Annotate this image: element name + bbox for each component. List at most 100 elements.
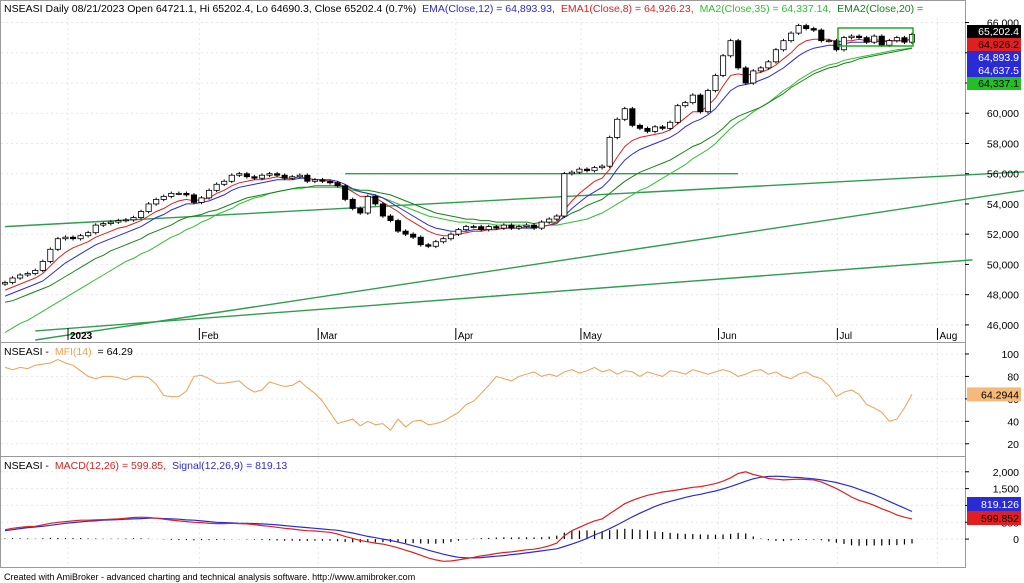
mfi-tick-label: 40 bbox=[1007, 416, 1019, 428]
candle-up bbox=[115, 220, 122, 223]
mfi-tick-label: 100 bbox=[1001, 349, 1019, 361]
candle-up bbox=[213, 183, 220, 191]
candle-up bbox=[667, 121, 674, 129]
price-header-symbol-info: NSEASI bbox=[4, 3, 43, 15]
candle-down bbox=[659, 126, 666, 129]
ema20-line bbox=[4, 47, 913, 303]
candle-up bbox=[689, 94, 696, 104]
mfi-header-value: = 64.29 bbox=[98, 346, 133, 358]
candle-up bbox=[614, 118, 621, 138]
candle-up bbox=[198, 197, 205, 203]
candle-up bbox=[682, 102, 689, 107]
mfi-header-symbol: NSEASI - bbox=[4, 346, 49, 358]
candle-up bbox=[757, 67, 764, 72]
macd-histogram bbox=[4, 528, 913, 546]
candle-down bbox=[387, 215, 394, 221]
candle-up bbox=[727, 40, 734, 57]
mfi-value-label: 64.2944 bbox=[981, 389, 1019, 401]
candle-up bbox=[85, 232, 92, 237]
candle-up bbox=[266, 173, 273, 176]
candle-up bbox=[39, 260, 46, 271]
candle-up bbox=[772, 49, 779, 63]
candle-up bbox=[561, 173, 568, 217]
candle-down bbox=[372, 195, 379, 205]
candle-down bbox=[629, 108, 636, 126]
candle-up bbox=[24, 273, 31, 276]
price-value-label-box bbox=[967, 51, 1021, 64]
candle-up bbox=[848, 35, 855, 39]
candle-up bbox=[750, 70, 757, 84]
candle-up bbox=[485, 226, 492, 231]
price-tick-label: 52,000 bbox=[987, 229, 1019, 241]
candle-up bbox=[795, 25, 802, 34]
candle-down bbox=[508, 224, 515, 229]
month-label: Feb bbox=[201, 331, 219, 342]
candle-up bbox=[168, 192, 175, 197]
price-tick-label: 58,000 bbox=[987, 138, 1019, 150]
price-tick-label: 48,000 bbox=[987, 290, 1019, 302]
price-value-label: 65,202.4 bbox=[978, 26, 1019, 38]
price-header-ema12: EMA(Close,12) = 64,893.93, bbox=[422, 3, 555, 15]
candle-up bbox=[236, 173, 243, 176]
candle-down bbox=[183, 192, 190, 196]
candle-up bbox=[447, 233, 454, 240]
candle-up bbox=[674, 105, 681, 123]
candle-down bbox=[274, 173, 281, 176]
candle-up bbox=[311, 179, 318, 182]
price-candles bbox=[1, 23, 916, 286]
candle-down bbox=[251, 176, 258, 179]
price-header-ohlc: Daily 08/21/2023 Open 64721.1, Hi 65202.… bbox=[46, 3, 417, 15]
macd-panel-frame bbox=[0, 456, 966, 568]
price-value-label-box bbox=[967, 38, 1021, 51]
candle-up bbox=[92, 224, 99, 234]
macd-grid bbox=[1, 457, 965, 567]
price-value-label: 64,893.9 bbox=[978, 52, 1019, 64]
candle-down bbox=[394, 220, 402, 232]
candle-up bbox=[893, 37, 900, 42]
candle-down bbox=[478, 226, 485, 231]
candle-up bbox=[138, 211, 145, 218]
selection-box[interactable] bbox=[837, 27, 914, 47]
candle-up bbox=[606, 137, 613, 167]
price-header: NSEASI Daily 08/21/2023 Open 64721.1, Hi … bbox=[4, 3, 923, 15]
candle-up bbox=[871, 35, 878, 43]
mfi-y-axis: 2040608010064.2944 bbox=[965, 349, 1021, 451]
month-label: Mar bbox=[320, 331, 338, 342]
candle-up bbox=[553, 215, 560, 220]
candle-up bbox=[840, 37, 848, 51]
candle-up bbox=[576, 168, 583, 173]
macd-lines bbox=[4, 471, 913, 562]
candle-up bbox=[765, 61, 772, 69]
candle-up bbox=[591, 167, 598, 172]
candle-up bbox=[523, 224, 530, 228]
candle-down bbox=[357, 208, 364, 214]
candle-down bbox=[402, 230, 409, 235]
candle-down bbox=[863, 37, 870, 43]
candle-down bbox=[319, 179, 326, 182]
candle-up bbox=[77, 235, 84, 240]
macd-tick-label: 0 bbox=[1013, 534, 1019, 546]
macd-header-symbol: NSEASI - bbox=[4, 460, 49, 472]
candle-up bbox=[500, 224, 507, 229]
candle-up bbox=[463, 226, 470, 231]
candle-up bbox=[228, 174, 235, 182]
candle-down bbox=[304, 174, 311, 182]
candle-up bbox=[206, 189, 213, 199]
footer-credit: Created with AmiBroker - advanced charti… bbox=[4, 572, 415, 582]
candle-down bbox=[281, 174, 288, 179]
candle-up bbox=[455, 229, 462, 235]
candle-down bbox=[334, 182, 341, 187]
mfi-line bbox=[4, 359, 913, 432]
candle-up bbox=[160, 195, 167, 200]
price-value-labels: 65,202.464,926.264,893.964,637.564,337.1 bbox=[967, 25, 1021, 90]
candle-up bbox=[440, 238, 447, 243]
macd-tick-label: 2,000 bbox=[993, 467, 1019, 479]
candle-down bbox=[349, 199, 356, 209]
candle-up bbox=[9, 277, 16, 283]
macd-value-label: 599.852 bbox=[981, 513, 1019, 525]
price-tick-label: 54,000 bbox=[987, 199, 1019, 211]
candle-up bbox=[719, 55, 727, 76]
candle-up bbox=[153, 199, 160, 205]
candle-up bbox=[825, 40, 832, 43]
